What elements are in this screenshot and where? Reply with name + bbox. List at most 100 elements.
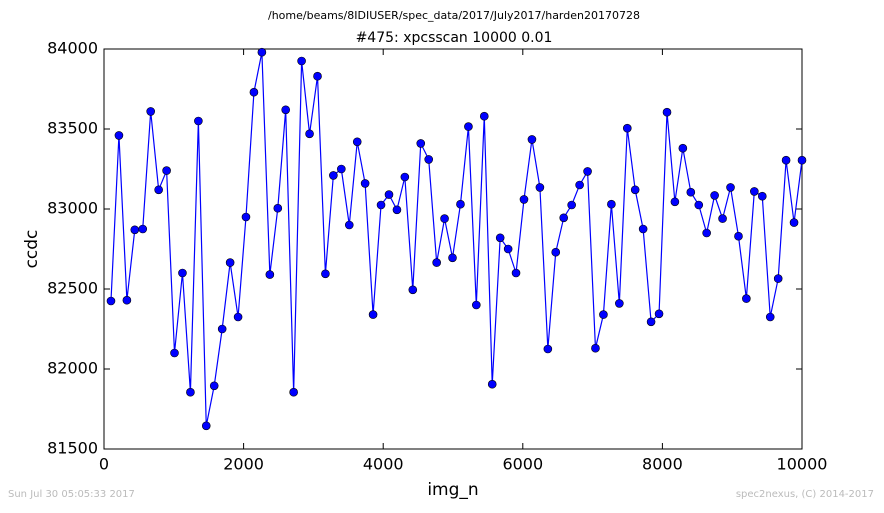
y-tick-label: 81500 <box>47 439 98 458</box>
data-point <box>797 155 807 165</box>
data-point <box>114 131 124 140</box>
data-point <box>313 71 322 81</box>
chart-title: #475: xpcsscan 10000 0.01 <box>356 30 553 46</box>
data-point <box>472 300 481 310</box>
data-point <box>694 200 704 210</box>
data-point <box>273 203 283 213</box>
data-point <box>718 214 727 223</box>
data-point <box>297 56 306 66</box>
plot-frame <box>103 48 803 450</box>
data-point <box>567 200 576 210</box>
data-point <box>392 205 402 215</box>
data-point <box>575 180 584 190</box>
data-point <box>194 116 203 126</box>
y-tick-label: 83000 <box>47 199 98 218</box>
y-tick-label: 82500 <box>47 279 98 298</box>
y-axis-label: ccdc <box>22 230 42 269</box>
data-point <box>726 183 735 192</box>
data-point <box>519 195 529 204</box>
data-point <box>376 200 386 210</box>
data-point <box>678 143 688 153</box>
x-tick-label: 4000 <box>363 455 404 474</box>
data-point <box>233 312 243 322</box>
data-point <box>527 135 537 144</box>
data-point <box>201 421 211 431</box>
data-point <box>257 47 267 57</box>
data-point <box>559 213 569 223</box>
y-tick-label: 84000 <box>47 39 98 58</box>
data-point <box>670 197 680 207</box>
data-point <box>122 295 132 305</box>
data-point <box>138 224 148 234</box>
data-point <box>448 253 457 263</box>
data-point <box>225 258 235 267</box>
x-tick-label: 2000 <box>223 455 264 474</box>
x-tick-label: 10000 <box>777 455 828 474</box>
data-point <box>686 187 696 197</box>
data-point <box>622 123 632 133</box>
data-point <box>511 268 521 278</box>
data-point <box>408 285 418 295</box>
data-point <box>416 139 426 148</box>
data-point <box>249 87 259 97</box>
data-point <box>615 299 624 308</box>
data-point <box>750 187 759 196</box>
suptitle: /home/beams/8IDIUSER/spec_data/2017/July… <box>268 9 640 22</box>
data-point <box>186 387 195 397</box>
data-point <box>464 122 473 131</box>
footer-right: spec2nexus, (C) 2014-2017 <box>736 489 874 500</box>
data-point <box>599 310 608 319</box>
data-point <box>217 324 227 334</box>
data-point <box>503 244 513 254</box>
data-point <box>178 268 187 278</box>
y-tick-label: 83500 <box>47 119 98 138</box>
data-point <box>352 137 362 147</box>
data-point <box>765 312 775 322</box>
data-point <box>241 212 251 222</box>
data-point <box>305 129 314 139</box>
data-point <box>432 258 441 267</box>
data-point <box>742 294 751 303</box>
data-point <box>170 348 179 358</box>
data-point <box>638 224 648 234</box>
data-point <box>209 381 219 391</box>
data-point <box>337 164 346 174</box>
data-point <box>487 379 497 389</box>
data-point <box>281 105 290 115</box>
data-point <box>456 199 465 209</box>
data-point <box>495 233 505 243</box>
data-point <box>654 309 664 319</box>
data-point <box>146 107 155 116</box>
data-point <box>344 220 354 230</box>
x-tick-label: 8000 <box>642 455 683 474</box>
data-point <box>384 190 394 199</box>
y-tick-label: 82000 <box>47 359 98 378</box>
data-point <box>440 214 449 223</box>
data-point <box>400 172 410 182</box>
data-point <box>757 191 767 201</box>
data-point <box>265 270 275 279</box>
data-point <box>789 218 799 227</box>
x-tick-label: 0 <box>99 455 109 474</box>
data-point <box>321 269 330 279</box>
data-point <box>368 310 378 319</box>
data-point <box>106 296 116 306</box>
data-point <box>424 155 434 164</box>
data-point <box>630 185 640 195</box>
data-point <box>289 387 298 397</box>
data-point <box>162 166 171 175</box>
footer-left: Sun Jul 30 05:05:33 2017 <box>8 489 135 500</box>
data-point <box>781 155 791 165</box>
data-point <box>662 107 672 117</box>
data-point <box>479 111 489 121</box>
data-point <box>710 191 719 200</box>
data-point <box>543 344 553 354</box>
data-line <box>110 52 803 426</box>
data-point <box>734 231 743 241</box>
data-point <box>646 317 656 327</box>
data-point <box>154 185 163 195</box>
data-point <box>130 225 140 235</box>
data-point <box>583 167 592 176</box>
